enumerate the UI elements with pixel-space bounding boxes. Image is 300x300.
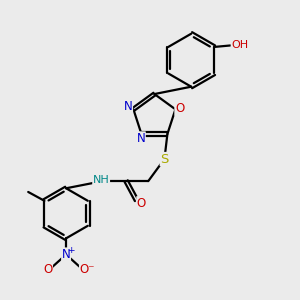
Text: N: N [136, 132, 145, 145]
Text: O: O [175, 102, 184, 115]
Text: N: N [124, 100, 133, 113]
Text: N: N [62, 248, 70, 261]
Text: O: O [137, 197, 146, 210]
Text: S: S [160, 152, 169, 166]
Text: O: O [43, 263, 52, 276]
Text: NH: NH [93, 175, 110, 184]
Text: +: + [67, 246, 74, 255]
Text: OH: OH [231, 40, 248, 50]
Text: O⁻: O⁻ [80, 263, 95, 276]
